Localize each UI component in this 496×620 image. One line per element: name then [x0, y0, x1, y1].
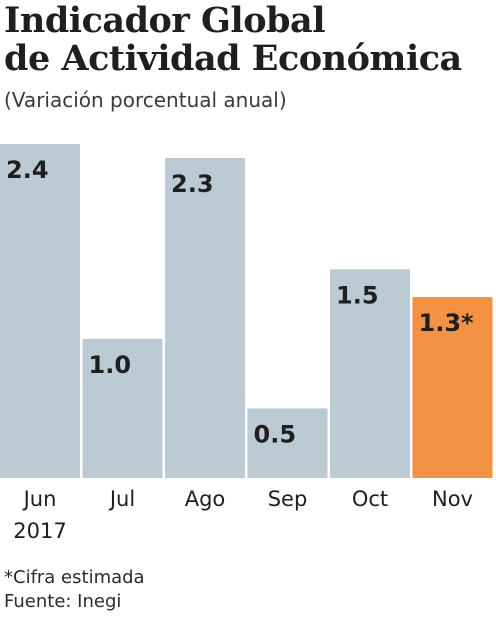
- bar-nov: [412, 297, 493, 478]
- x-tick-sublabel-jun: 2017: [13, 519, 66, 543]
- source-note: Fuente: Inegi: [4, 591, 122, 612]
- bar-jun: [0, 144, 80, 478]
- title-line-2: de Actividad Económica: [4, 38, 462, 79]
- data-label-sep: 0.5: [254, 420, 297, 448]
- chart-subtitle: (Variación porcentual anual): [4, 88, 287, 112]
- x-tick-label-nov: Nov: [432, 487, 473, 511]
- bar-chart: 2.4 Jun 2017 1.0 Jul 2.3 Ago 0.5 Sep 1.5 Oct 1.3* No…: [0, 144, 493, 543]
- data-label-oct: 1.5: [336, 281, 379, 309]
- data-label-jun: 2.4: [6, 156, 49, 184]
- title-line-1: Indicador Global: [4, 0, 326, 41]
- data-label-ago: 2.3: [171, 170, 214, 198]
- chart-title: Indicador Global de Actividad Económica: [4, 2, 492, 78]
- x-tick-label-jun: Jun: [22, 487, 57, 511]
- estimate-note: *Cifra estimada: [4, 567, 145, 588]
- bar-sep: [247, 408, 328, 478]
- bar-jul: [82, 338, 163, 478]
- bar-oct: [330, 269, 410, 478]
- x-tick-label-jul: Jul: [108, 487, 135, 511]
- x-tick-label-oct: Oct: [352, 487, 388, 511]
- footer-notes: *Cifra estimada Fuente: Inegi: [4, 566, 145, 614]
- data-label-jul: 1.0: [89, 351, 132, 379]
- x-tick-label-ago: Ago: [185, 487, 226, 511]
- x-tick-label-sep: Sep: [268, 487, 308, 511]
- data-label-nov: 1.3*: [419, 309, 475, 337]
- bar-ago: [165, 157, 245, 478]
